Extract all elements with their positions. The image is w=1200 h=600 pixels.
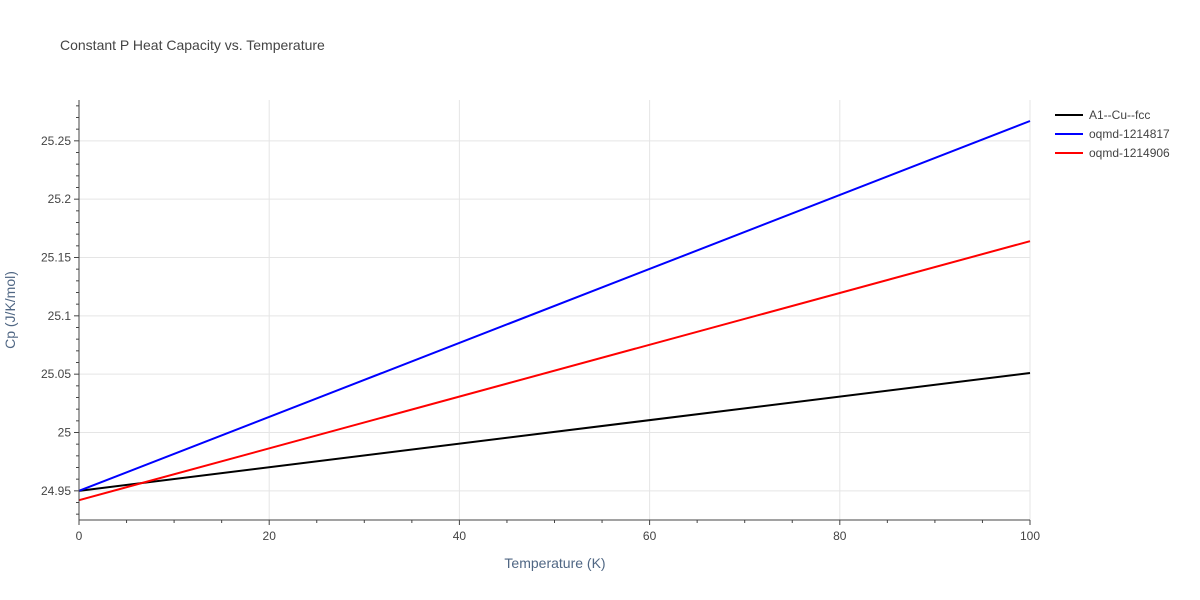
legend-item[interactable]: oqmd-1214817 [1055,127,1170,141]
legend[interactable]: A1--Cu--fcc oqmd-1214817 oqmd-1214906 [1055,108,1170,160]
legend-label: A1--Cu--fcc [1089,108,1150,122]
series-layer [78,120,1031,502]
y-tick-label: 24.95 [41,484,71,498]
x-tick-label: 100 [1020,529,1040,543]
y-tick-label: 25.25 [41,134,71,148]
y-tick-label: 25.1 [48,309,72,323]
y-tick-label: 25 [58,426,72,440]
y-tick-label: 25.2 [48,192,72,206]
y-axis-title: Cp (J/K/mol) [2,271,18,349]
x-tick-label: 20 [263,529,277,543]
x-tick-label: 80 [833,529,847,543]
legend-item[interactable]: A1--Cu--fcc [1055,108,1150,122]
grid [79,100,1031,520]
series-line-oqmd-1214817 [78,120,1031,492]
x-axis-title: Temperature (K) [504,555,605,571]
legend-label: oqmd-1214817 [1089,127,1170,141]
legend-item[interactable]: oqmd-1214906 [1055,146,1170,160]
x-tick-label: 40 [453,529,467,543]
axes [74,100,1031,525]
x-tick-label: 60 [643,529,657,543]
series-line-oqmd-1214906 [78,240,1031,502]
series-line-A1--Cu--fcc [78,372,1031,492]
x-tick-label: 0 [76,529,83,543]
tick-labels: 0 20 40 60 80 100 24.95 25 25.05 25.1 25.15 25.2 25.… [41,134,1040,543]
y-tick-label: 25.05 [41,367,71,381]
y-tick-label: 25.15 [41,251,71,265]
legend-label: oqmd-1214906 [1089,146,1170,160]
chart-title: Constant P Heat Capacity vs. Temperature [60,37,325,53]
